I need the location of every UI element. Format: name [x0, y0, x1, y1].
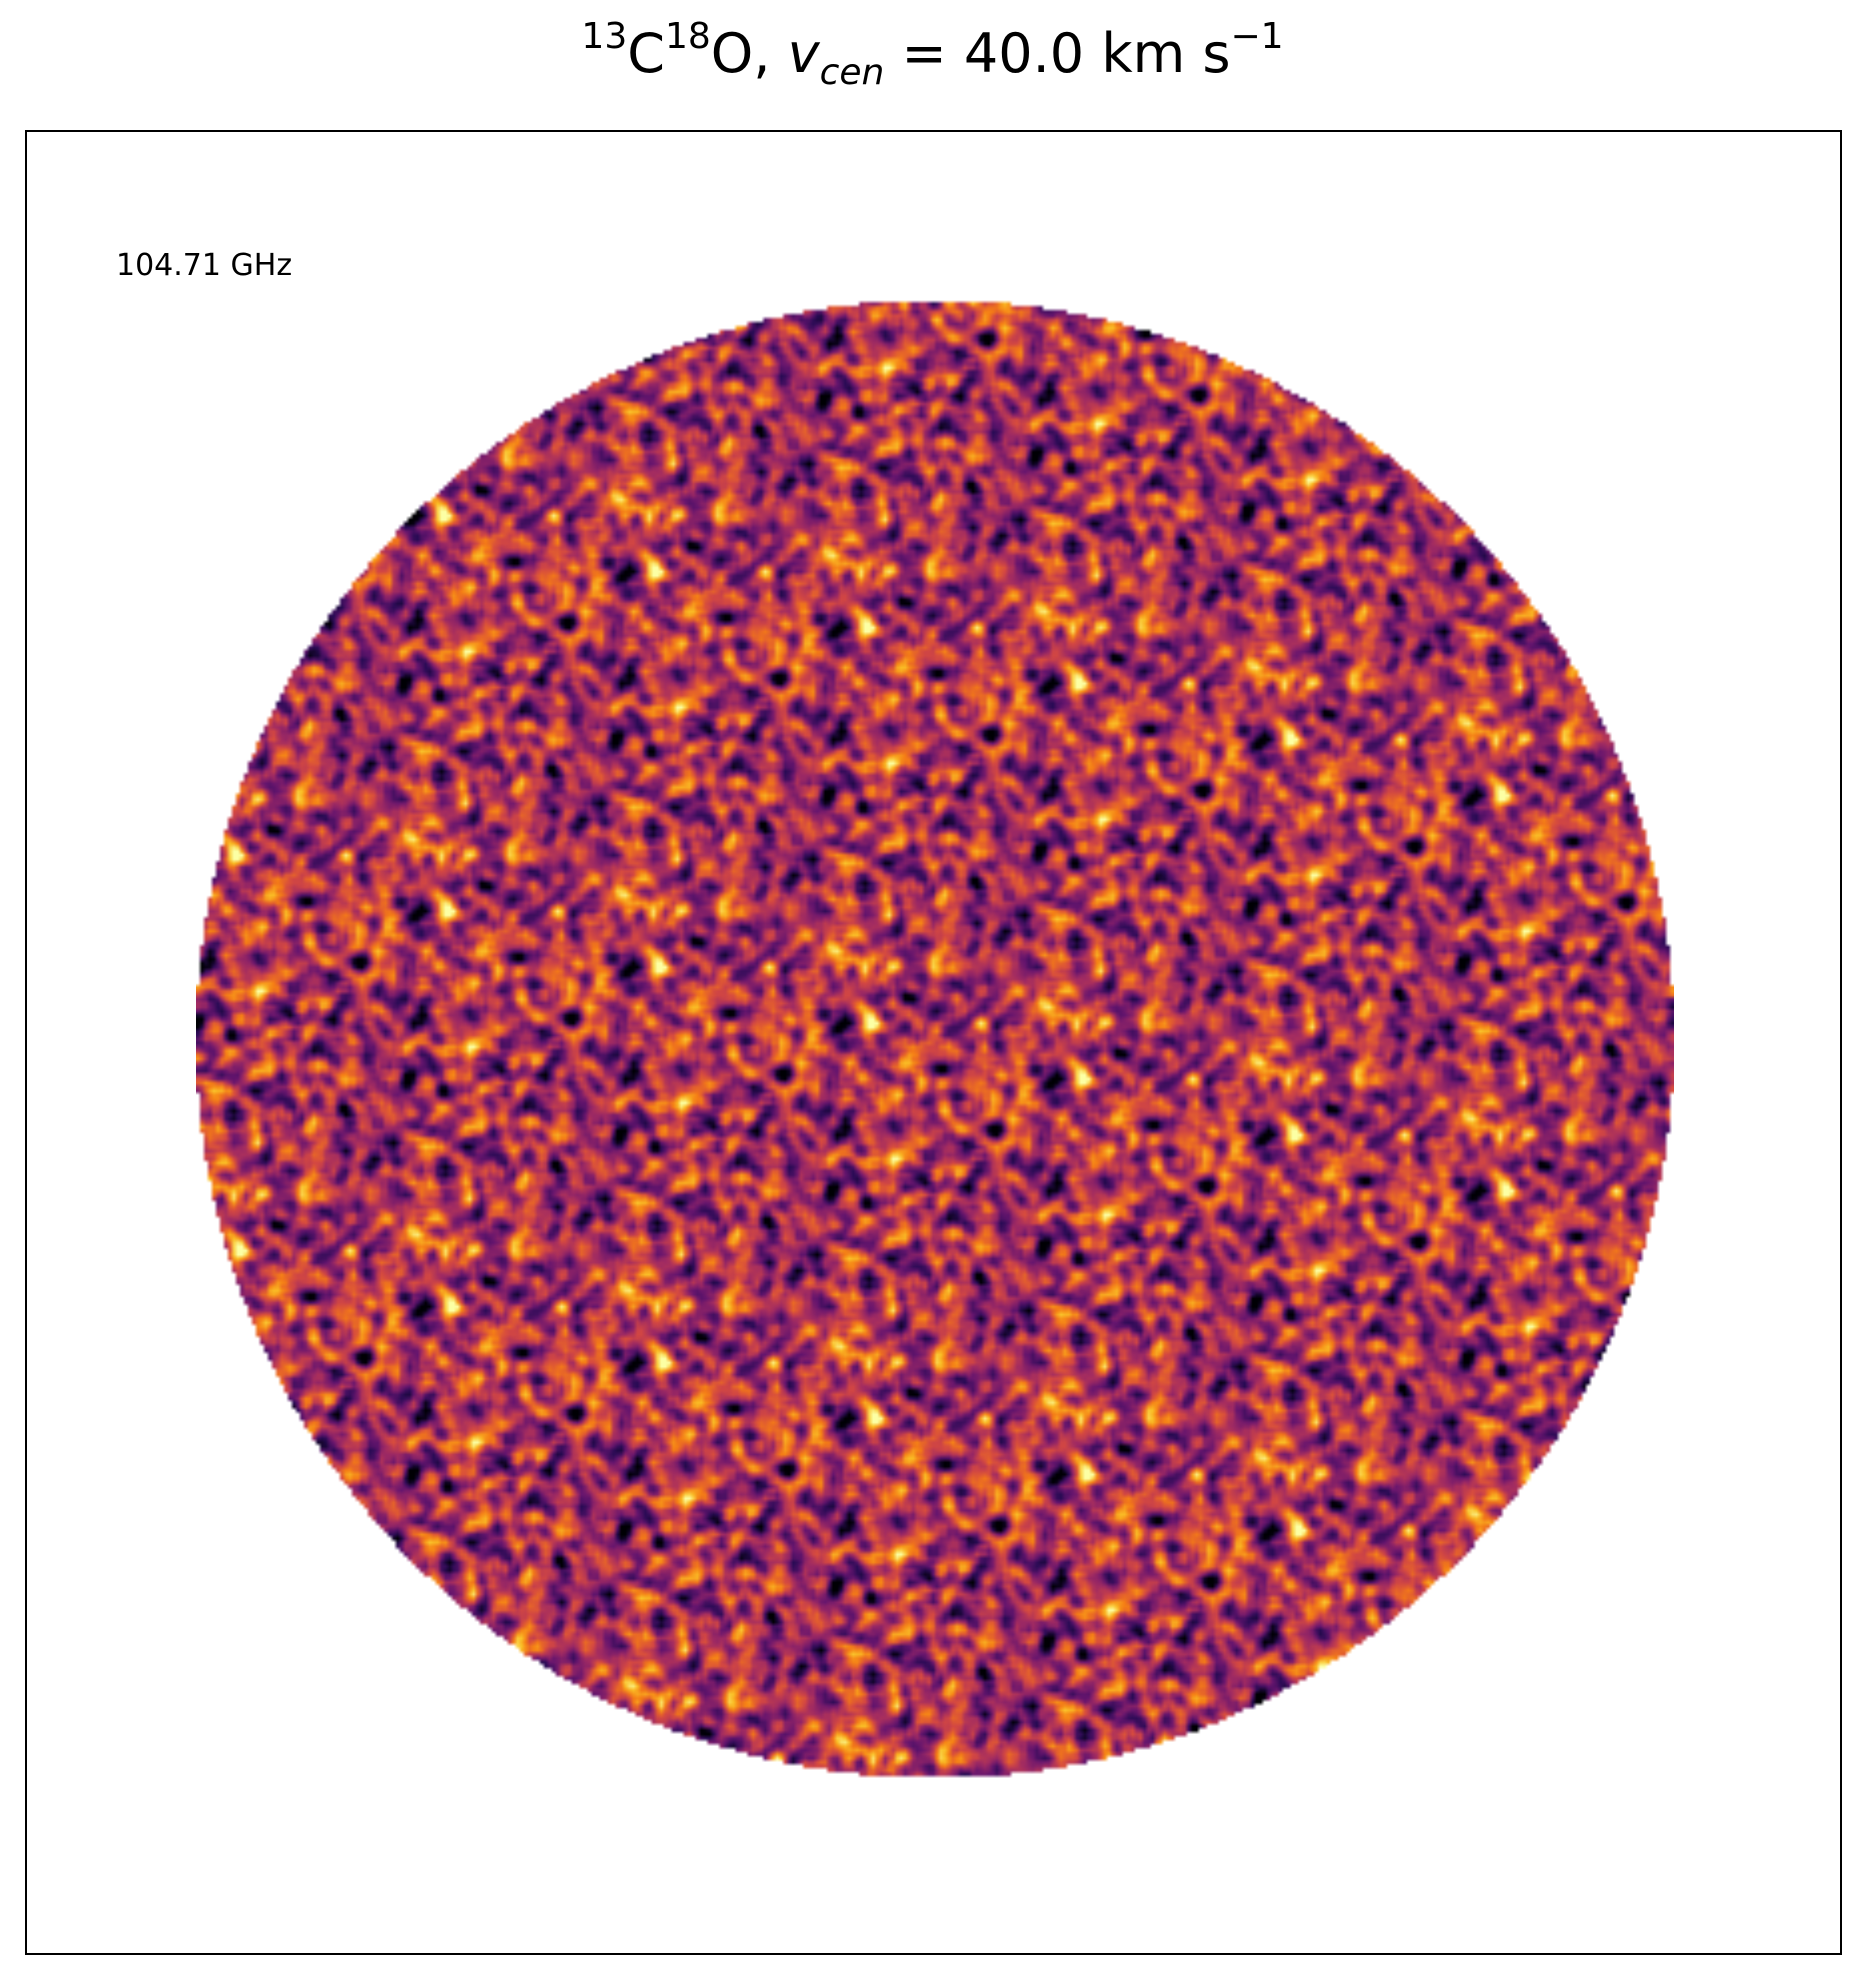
title-element2: O, — [710, 22, 771, 85]
title-iso2-mass: 18 — [664, 16, 711, 57]
title-value: = 40.0 km s — [884, 22, 1231, 85]
title-iso1-mass: 13 — [581, 16, 628, 57]
title-variable: v — [787, 22, 820, 85]
title-element1: C — [627, 22, 665, 85]
emission-map — [196, 298, 1674, 1780]
title-variable-subscript: cen — [819, 52, 885, 93]
figure-title: 13C18O, vcen = 40.0 km s−1 — [0, 19, 1865, 91]
title-unit-exponent: −1 — [1230, 16, 1284, 57]
frequency-label: 104.71 GHz — [116, 248, 293, 283]
